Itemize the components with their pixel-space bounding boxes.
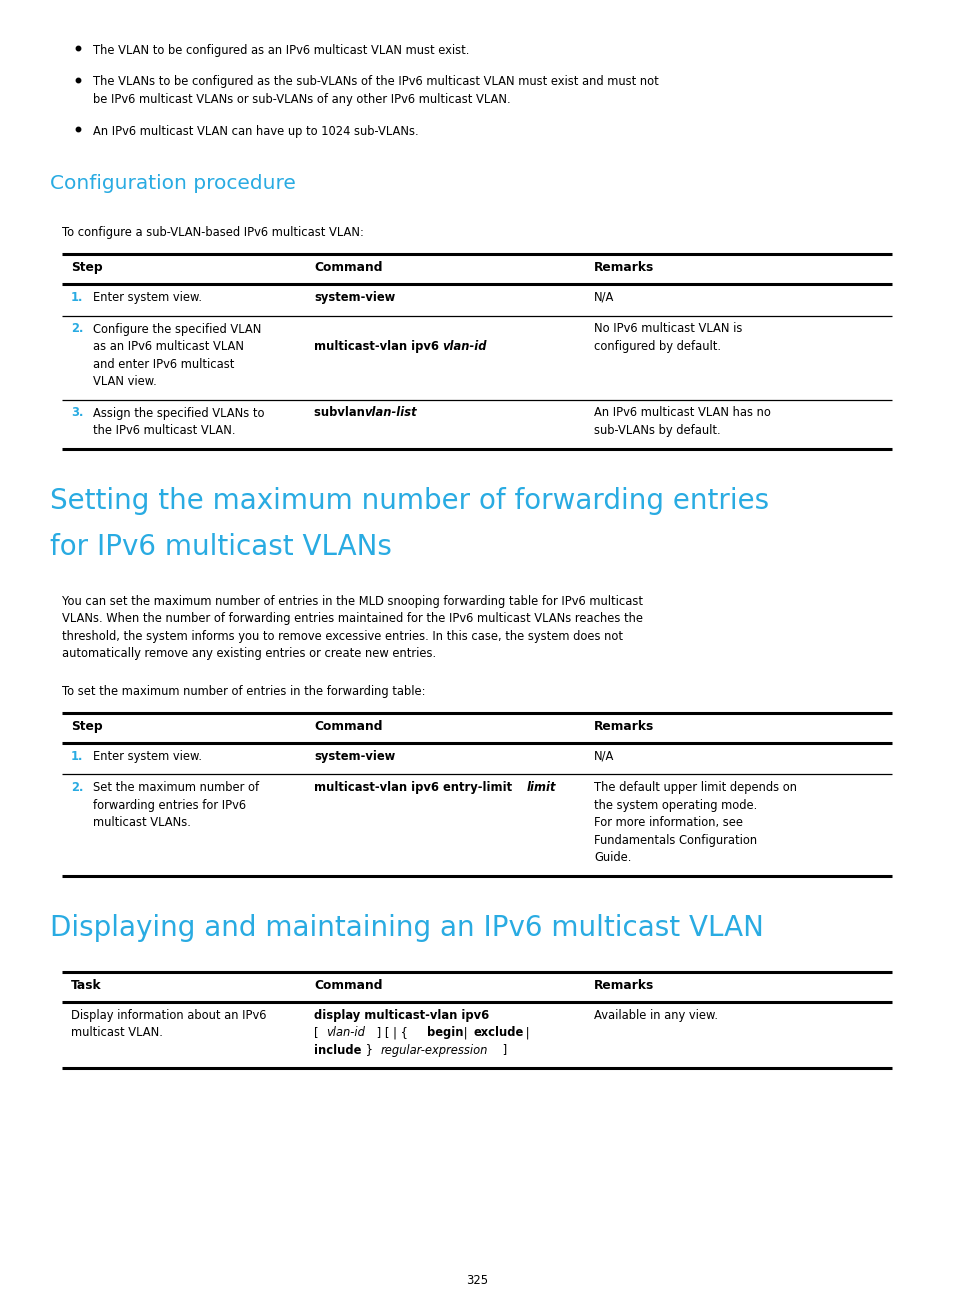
Text: No IPv6 multicast VLAN is: No IPv6 multicast VLAN is <box>594 323 741 336</box>
Text: automatically remove any existing entries or create new entries.: automatically remove any existing entrie… <box>62 647 436 660</box>
Text: Remarks: Remarks <box>594 719 654 732</box>
Text: An IPv6 multicast VLAN has no: An IPv6 multicast VLAN has no <box>594 407 770 420</box>
Text: threshold, the system informs you to remove excessive entries. In this case, the: threshold, the system informs you to rem… <box>62 630 622 643</box>
Text: Remarks: Remarks <box>594 978 654 991</box>
Text: 1.: 1. <box>71 749 83 762</box>
Text: Command: Command <box>314 260 382 273</box>
Text: Assign the specified VLANs to: Assign the specified VLANs to <box>92 407 264 420</box>
Text: vlan-list: vlan-list <box>364 407 416 420</box>
Text: limit: limit <box>526 781 556 794</box>
Text: [: [ <box>314 1026 322 1039</box>
Text: configured by default.: configured by default. <box>594 340 720 353</box>
Text: the system operating mode.: the system operating mode. <box>594 798 757 811</box>
Text: Remarks: Remarks <box>594 260 654 273</box>
Text: Setting the maximum number of forwarding entries: Setting the maximum number of forwarding… <box>50 486 768 515</box>
Text: be IPv6 multicast VLANs or sub-VLANs of any other IPv6 multicast VLAN.: be IPv6 multicast VLANs or sub-VLANs of … <box>92 93 510 106</box>
Text: Configuration procedure: Configuration procedure <box>50 174 295 193</box>
Text: 2.: 2. <box>71 323 83 336</box>
Text: begin: begin <box>427 1026 463 1039</box>
Text: Task: Task <box>71 978 102 991</box>
Text: 1.: 1. <box>71 292 83 305</box>
Text: as an IPv6 multicast VLAN: as an IPv6 multicast VLAN <box>92 340 244 353</box>
Text: Enter system view.: Enter system view. <box>92 749 202 762</box>
Text: forwarding entries for IPv6: forwarding entries for IPv6 <box>92 798 246 811</box>
Text: An IPv6 multicast VLAN can have up to 1024 sub-VLANs.: An IPv6 multicast VLAN can have up to 10… <box>92 124 418 137</box>
Text: N/A: N/A <box>594 292 614 305</box>
Text: vlan-id: vlan-id <box>326 1026 364 1039</box>
Text: |: | <box>521 1026 529 1039</box>
Text: Displaying and maintaining an IPv6 multicast VLAN: Displaying and maintaining an IPv6 multi… <box>50 914 763 941</box>
Text: Step: Step <box>71 260 103 273</box>
Text: VLAN view.: VLAN view. <box>92 375 156 388</box>
Text: N/A: N/A <box>594 749 614 762</box>
Text: Guide.: Guide. <box>594 851 631 864</box>
Text: The VLAN to be configured as an IPv6 multicast VLAN must exist.: The VLAN to be configured as an IPv6 mul… <box>92 44 469 57</box>
Text: display multicast-vlan ipv6: display multicast-vlan ipv6 <box>314 1008 489 1021</box>
Text: system-view: system-view <box>314 292 395 305</box>
Text: for IPv6 multicast VLANs: for IPv6 multicast VLANs <box>50 533 392 560</box>
Text: exclude: exclude <box>474 1026 524 1039</box>
Text: ]: ] <box>498 1043 507 1056</box>
Text: }: } <box>361 1043 376 1056</box>
Text: multicast-vlan ipv6: multicast-vlan ipv6 <box>314 340 442 353</box>
Text: 3.: 3. <box>71 407 83 420</box>
Text: The default upper limit depends on: The default upper limit depends on <box>594 781 796 794</box>
Text: vlan-id: vlan-id <box>441 340 486 353</box>
Text: regular-expression: regular-expression <box>380 1043 488 1056</box>
Text: multicast VLAN.: multicast VLAN. <box>71 1026 163 1039</box>
Text: Step: Step <box>71 719 103 732</box>
Text: system-view: system-view <box>314 749 395 762</box>
Text: Set the maximum number of: Set the maximum number of <box>92 781 259 794</box>
Text: The VLANs to be configured as the sub-VLANs of the IPv6 multicast VLAN must exis: The VLANs to be configured as the sub-VL… <box>92 75 659 88</box>
Text: Command: Command <box>314 978 382 991</box>
Text: 2.: 2. <box>71 781 83 794</box>
Text: To configure a sub-VLAN-based IPv6 multicast VLAN:: To configure a sub-VLAN-based IPv6 multi… <box>62 226 363 238</box>
Text: Enter system view.: Enter system view. <box>92 292 202 305</box>
Text: Command: Command <box>314 719 382 732</box>
Text: Fundamentals Configuration: Fundamentals Configuration <box>594 833 757 846</box>
Text: To set the maximum number of entries in the forwarding table:: To set the maximum number of entries in … <box>62 684 425 697</box>
Text: For more information, see: For more information, see <box>594 816 742 829</box>
Text: You can set the maximum number of entries in the MLD snooping forwarding table f: You can set the maximum number of entrie… <box>62 595 642 608</box>
Text: sub-VLANs by default.: sub-VLANs by default. <box>594 424 720 437</box>
Text: Configure the specified VLAN: Configure the specified VLAN <box>92 323 261 336</box>
Text: multicast VLANs.: multicast VLANs. <box>92 816 191 829</box>
Text: ] [ | {: ] [ | { <box>373 1026 411 1039</box>
Text: |: | <box>459 1026 471 1039</box>
Text: include: include <box>314 1043 361 1056</box>
Text: Available in any view.: Available in any view. <box>594 1008 718 1021</box>
Text: multicast-vlan ipv6 entry-limit: multicast-vlan ipv6 entry-limit <box>314 781 516 794</box>
Text: subvlan: subvlan <box>314 407 369 420</box>
Text: Display information about an IPv6: Display information about an IPv6 <box>71 1008 266 1021</box>
Text: 325: 325 <box>465 1274 488 1287</box>
Text: VLANs. When the number of forwarding entries maintained for the IPv6 multicast V: VLANs. When the number of forwarding ent… <box>62 612 642 625</box>
Text: and enter IPv6 multicast: and enter IPv6 multicast <box>92 358 234 371</box>
Text: the IPv6 multicast VLAN.: the IPv6 multicast VLAN. <box>92 424 235 437</box>
